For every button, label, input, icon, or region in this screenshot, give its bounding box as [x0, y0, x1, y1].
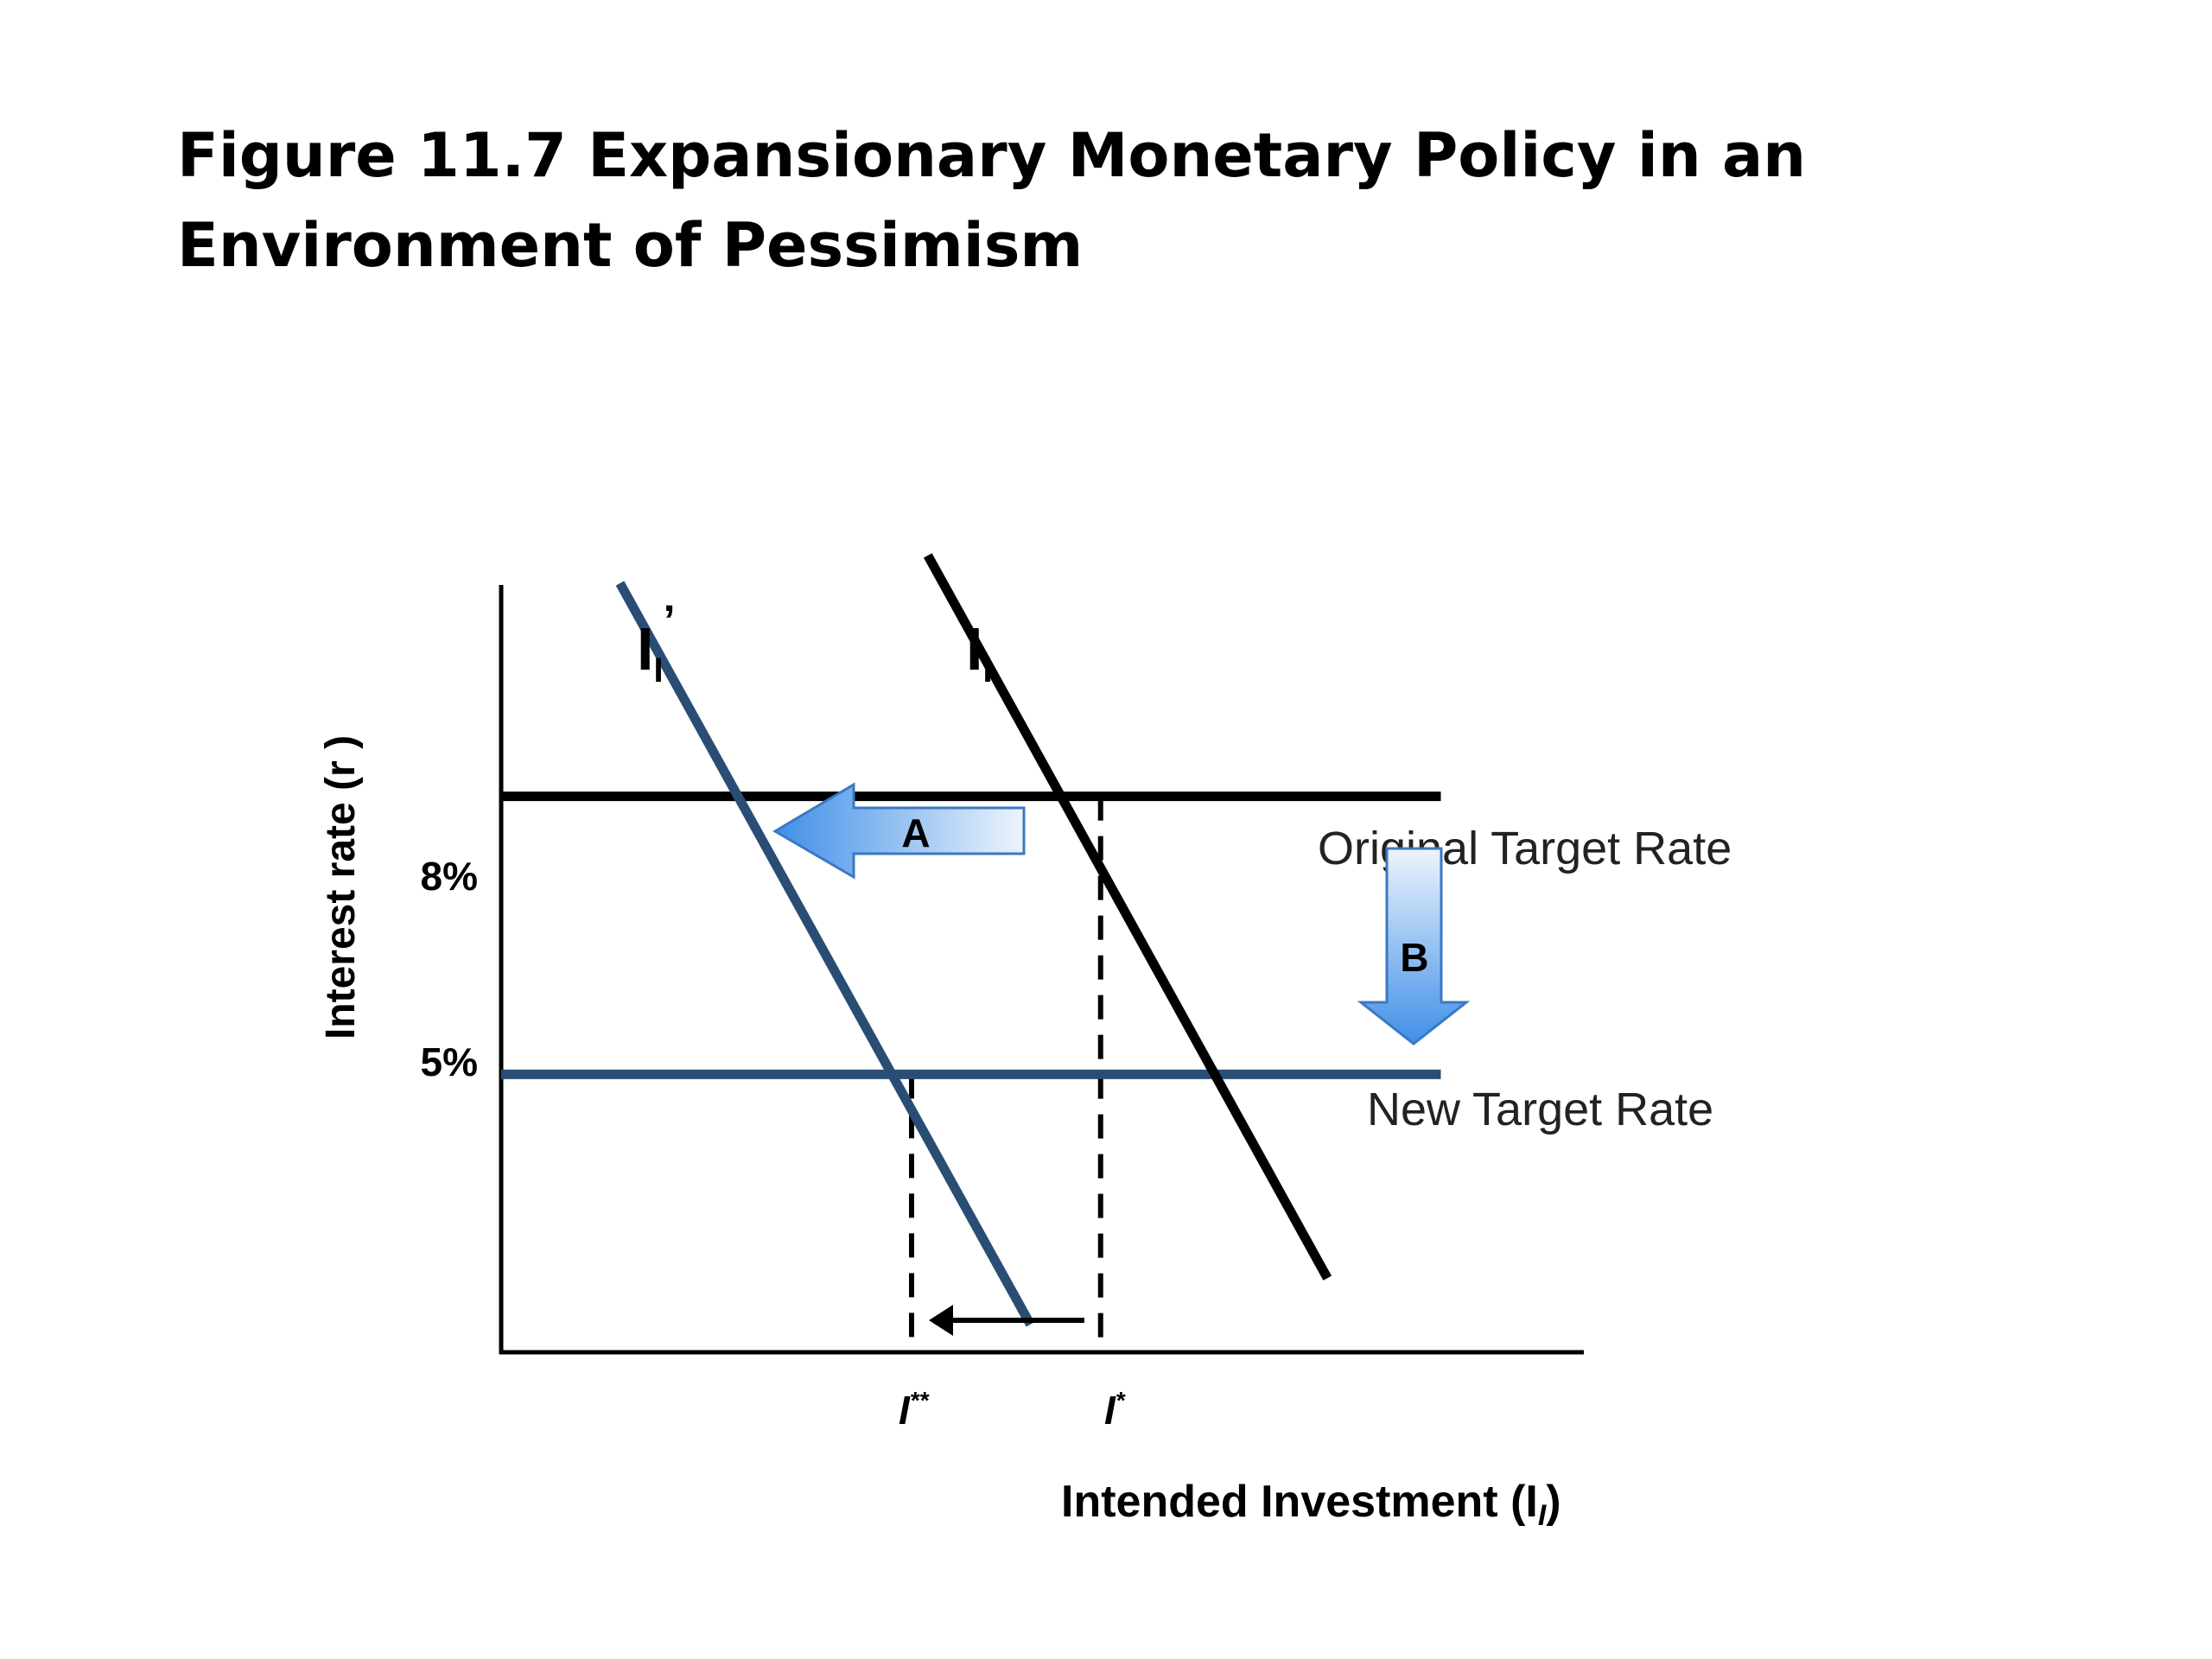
- curve-label-shifted-main: I: [637, 615, 653, 683]
- x-tick-i-double-star-sup: **: [910, 1387, 930, 1414]
- x-axis-label-main: Intended Investment (I: [1061, 1477, 1538, 1527]
- shift-arrow-b-shape: [1357, 847, 1471, 1046]
- x-axis-label: Intended Investment (II): [1061, 1477, 1561, 1532]
- shift-arrow-a: A: [772, 782, 1026, 880]
- y-tick-label-5: 5%: [421, 1039, 478, 1084]
- y-axis-label: Interest rate (r ): [318, 735, 364, 1039]
- y-tick-label-8: 8%: [421, 854, 478, 899]
- x-tick-label-i-star: I*: [1104, 1387, 1126, 1433]
- x-axis-label-close: ): [1546, 1477, 1560, 1527]
- curve-label-original-sub: I: [982, 652, 992, 690]
- investment-demand-curve-shifted: [615, 581, 1035, 1327]
- curve-label-shifted-prime: ’: [664, 596, 676, 645]
- x-tick-i-double-star-main: I: [899, 1388, 911, 1433]
- investment-demand-curve-original: [923, 553, 1332, 1281]
- curve-label-shifted-sub: I: [653, 652, 663, 690]
- x-tick-i-star-main: I: [1104, 1388, 1116, 1433]
- original-target-rate-label: Original Target Rate: [1318, 823, 1732, 874]
- x-axis-label-sub: I: [1538, 1499, 1548, 1532]
- investment-decline-arrow: [929, 1305, 1084, 1336]
- slide-title: Figure 11.7 Expansionary Monetary Policy…: [177, 120, 1807, 281]
- shift-arrow-a-label: A: [901, 810, 930, 855]
- x-tick-i-star-sup: *: [1116, 1387, 1126, 1414]
- curve-label-original: II: [966, 615, 993, 690]
- shift-arrow-b-label: B: [1400, 935, 1428, 980]
- shift-arrow-b: B: [1357, 847, 1471, 1046]
- x-tick-label-i-double-star: I**: [899, 1387, 930, 1433]
- curve-label-original-main: I: [966, 615, 982, 683]
- shift-arrow-a-shape: [772, 782, 1026, 880]
- curve-label-shifted: II’: [637, 596, 675, 690]
- investment-decline-arrow-head: [929, 1305, 953, 1336]
- new-target-rate-label: New Target Rate: [1367, 1084, 1713, 1135]
